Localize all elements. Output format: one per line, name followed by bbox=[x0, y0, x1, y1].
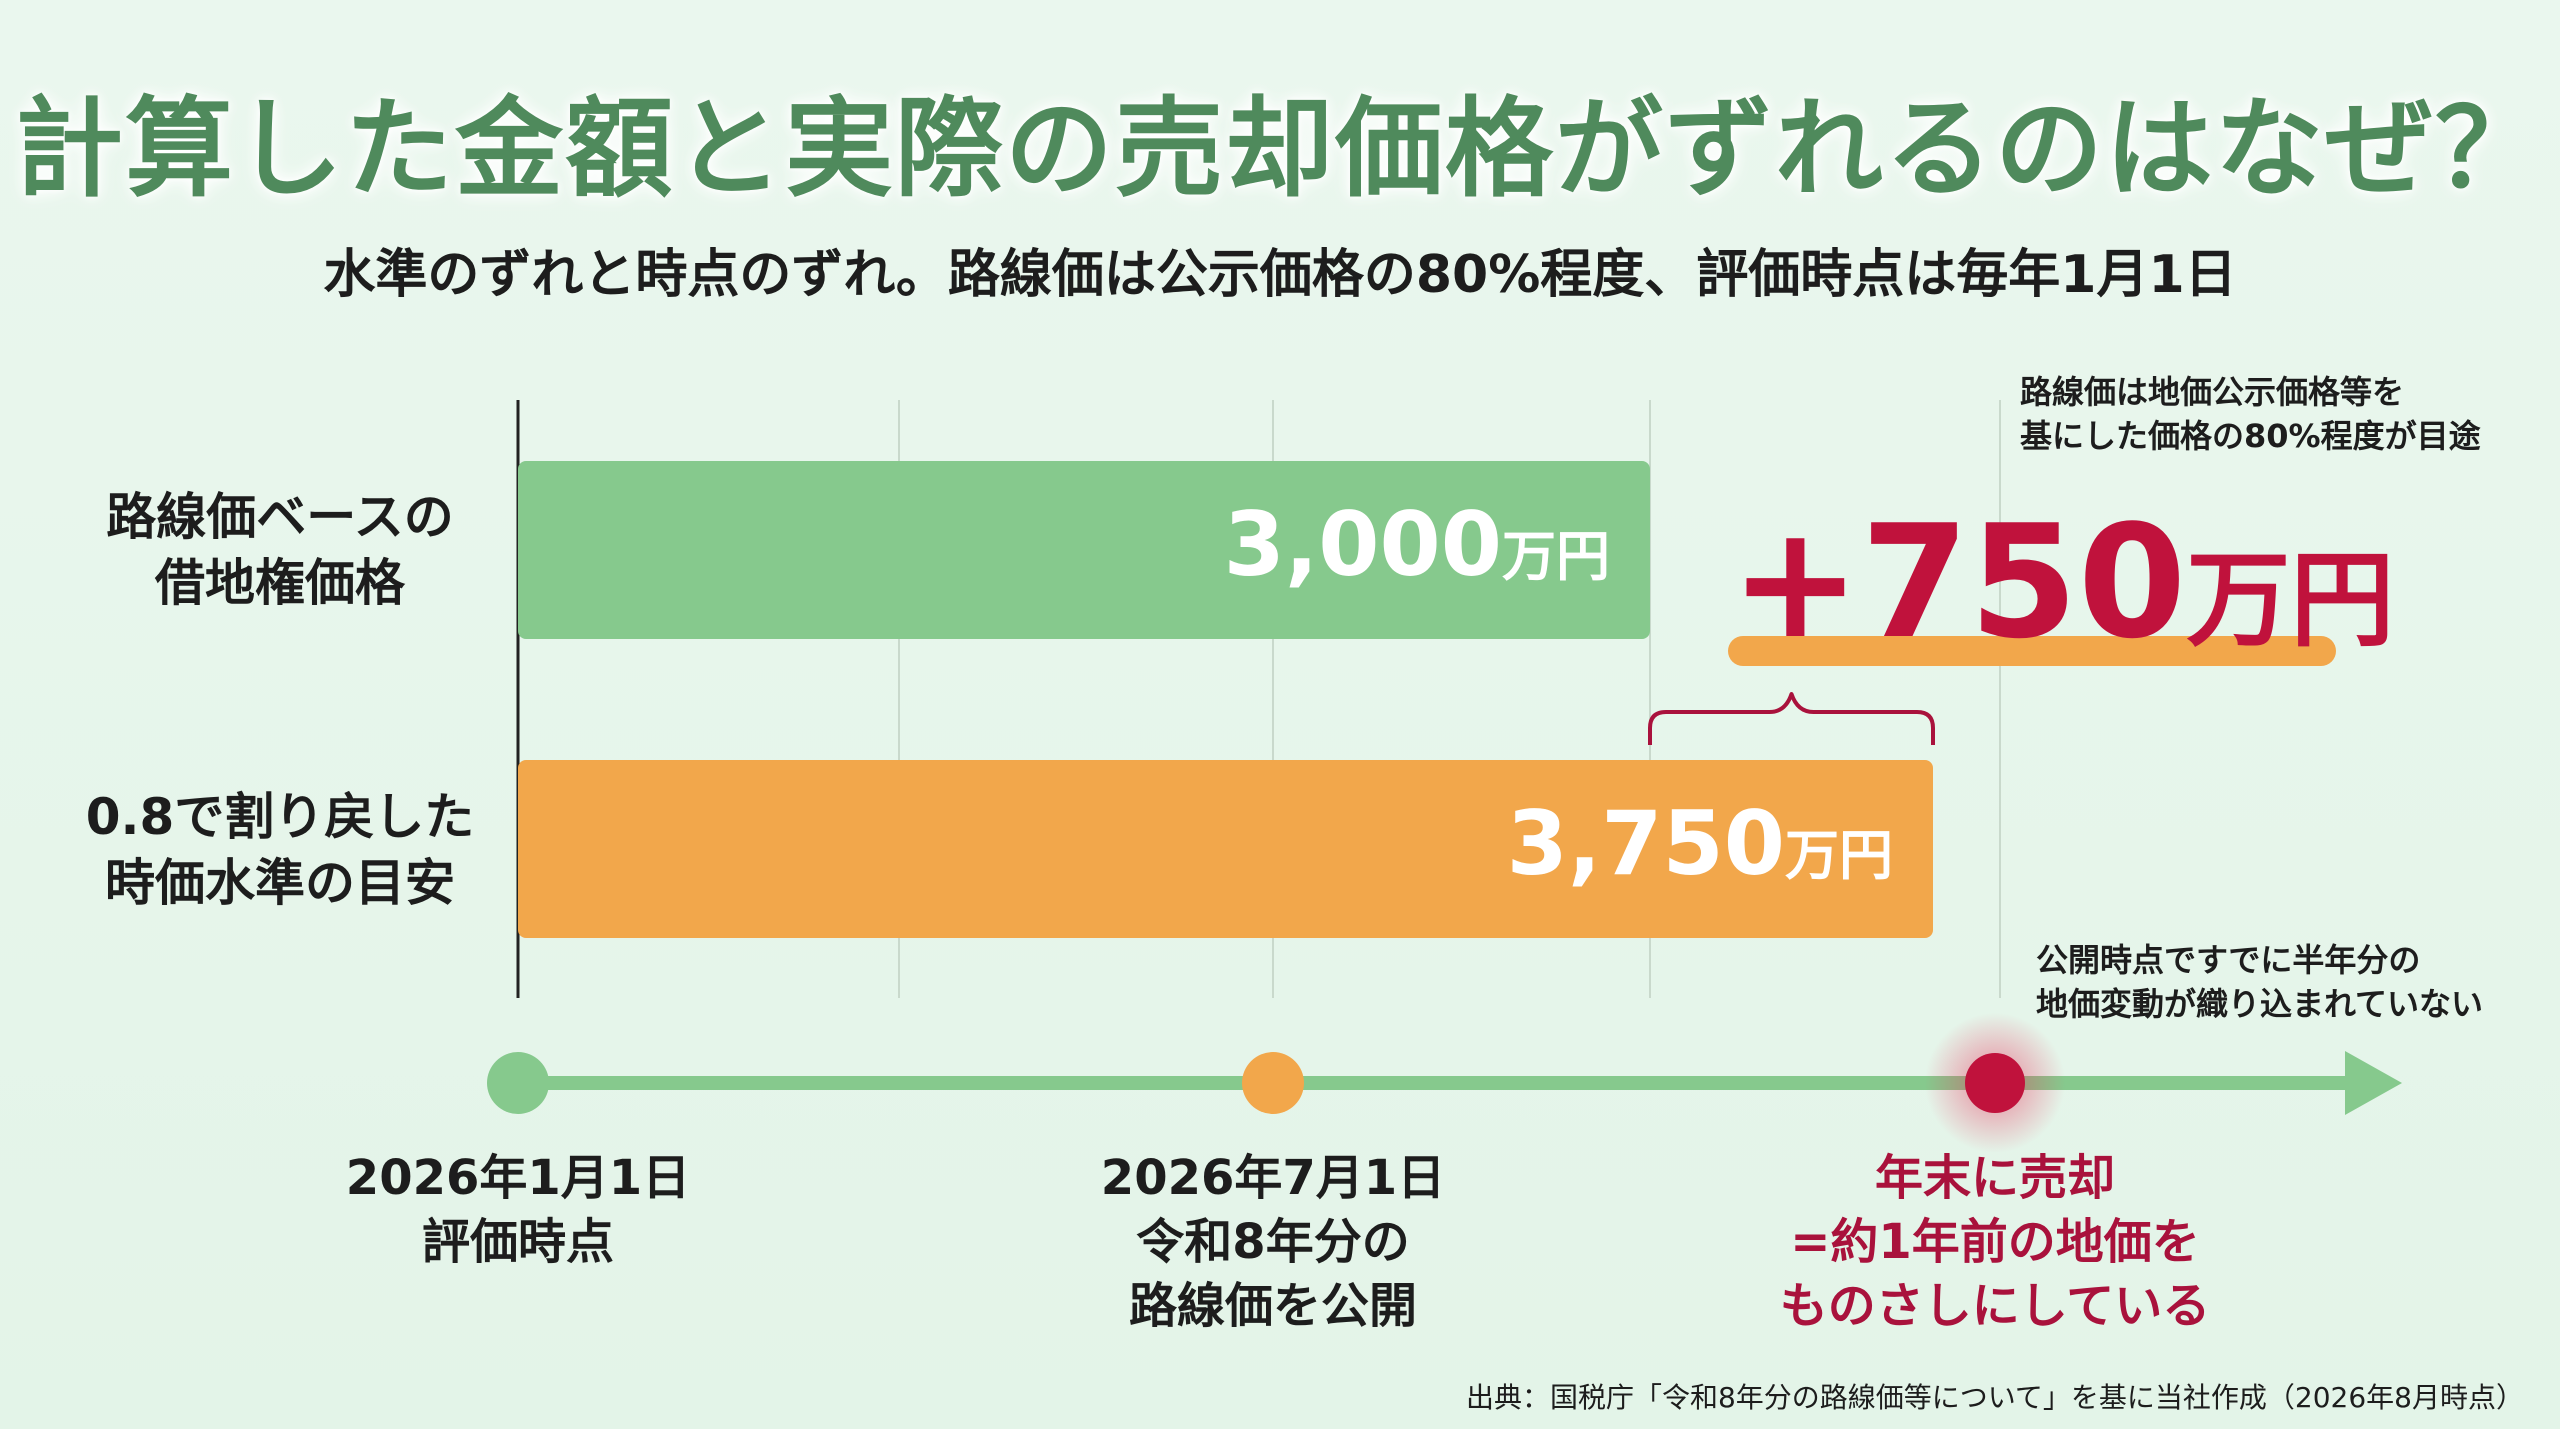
category-label-rosenka: 路線価ベースの 借地権価格 bbox=[60, 484, 500, 616]
bar-2 bbox=[518, 760, 1933, 938]
timeline bbox=[487, 1013, 2402, 1153]
difference-brace bbox=[1648, 692, 1935, 745]
timeline-label-line: 2026年1月1日 bbox=[345, 1150, 691, 1206]
category-label-line: 路線価ベースの bbox=[106, 488, 454, 546]
timeline-marker-3 bbox=[1965, 1053, 2025, 1113]
difference-annotation: +750万円 bbox=[1648, 491, 2394, 745]
timeline-label-sale: 年末に売却 =約1年前の地価を ものさしにしている bbox=[1685, 1146, 2305, 1338]
chart-title: 計算した金額と実際の売却価格がずれるのはなぜ？ bbox=[14, 87, 2545, 212]
note-line: 公開時点ですでに半年分の bbox=[2036, 941, 2421, 979]
category-label-line: 0.8で割り戻した bbox=[85, 788, 475, 846]
bar-value-label-2: 3,750万円 bbox=[1507, 792, 1893, 895]
category-label-market: 0.8で割り戻した 時価水準の目安 bbox=[60, 784, 500, 916]
timeline-marker-2 bbox=[1242, 1052, 1304, 1114]
chart-subtitle: 水準のずれと時点のずれ。路線価は公示価格の80%程度、評価時点は毎年1月1日 bbox=[323, 245, 2237, 305]
note-line: 基にした価格の80%程度が目途 bbox=[2020, 417, 2481, 455]
note-line: 路線価は地価公示価格等を bbox=[2020, 373, 2405, 411]
timeline-label-line: 令和8年分の bbox=[1136, 1214, 1410, 1270]
difference-label: +750万円 bbox=[1730, 491, 2394, 673]
category-label-line: 時価水準の目安 bbox=[105, 854, 455, 912]
timeline-label-evaluation: 2026年1月1日 評価時点 bbox=[208, 1146, 828, 1274]
timeline-label-line: 評価時点 bbox=[421, 1214, 614, 1270]
category-label-line: 借地権価格 bbox=[155, 554, 405, 612]
timeline-label-line: ものさしにしている bbox=[1779, 1278, 2211, 1334]
bar-layer: 3,000万円 3,750万円 bbox=[518, 461, 1933, 938]
bar-1 bbox=[518, 461, 1650, 639]
timeline-label-line: 路線価を公開 bbox=[1128, 1278, 1417, 1334]
timeline-label-line: =約1年前の地価を bbox=[1790, 1214, 2200, 1270]
timeline-marker-1 bbox=[487, 1052, 549, 1114]
timeline-arrowhead bbox=[2345, 1051, 2402, 1115]
source-note: 出典：国税庁「令和8年分の路線価等について」を基に当社作成（2026年8月時点） bbox=[1465, 1381, 2524, 1414]
note-time-lag: 公開時点ですでに半年分の 地価変動が織り込まれていない bbox=[2036, 938, 2483, 1026]
difference-underline bbox=[1728, 636, 2336, 666]
timeline-label-line: 2026年7月1日 bbox=[1100, 1150, 1446, 1206]
note-line: 地価変動が織り込まれていない bbox=[2036, 985, 2484, 1023]
timeline-label-line: 年末に売却 bbox=[1874, 1150, 2115, 1206]
note-rosenka-level: 路線価は地価公示価格等を 基にした価格の80%程度が目途 bbox=[2020, 370, 2481, 458]
bar-value-label-1: 3,000万円 bbox=[1224, 493, 1610, 596]
timeline-label-publication: 2026年7月1日 令和8年分の 路線価を公開 bbox=[963, 1146, 1583, 1338]
